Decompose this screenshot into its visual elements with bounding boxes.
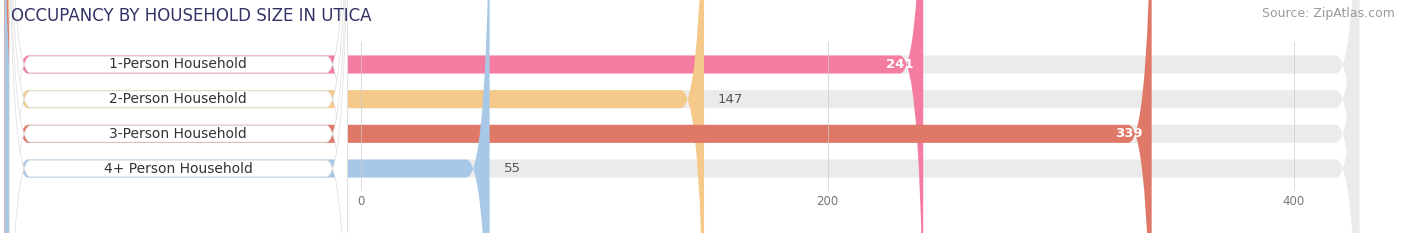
Text: OCCUPANCY BY HOUSEHOLD SIZE IN UTICA: OCCUPANCY BY HOUSEHOLD SIZE IN UTICA [11,7,371,25]
FancyBboxPatch shape [4,0,924,233]
Text: 4+ Person Household: 4+ Person Household [104,161,253,175]
FancyBboxPatch shape [10,0,347,233]
FancyBboxPatch shape [4,0,1360,233]
FancyBboxPatch shape [4,0,704,233]
FancyBboxPatch shape [4,0,1360,233]
FancyBboxPatch shape [4,0,489,233]
Text: 241: 241 [886,58,914,71]
Text: 2-Person Household: 2-Person Household [110,92,247,106]
Text: 1-Person Household: 1-Person Household [110,58,247,72]
FancyBboxPatch shape [10,0,347,233]
FancyBboxPatch shape [4,0,1360,233]
FancyBboxPatch shape [10,0,347,233]
FancyBboxPatch shape [4,0,1152,233]
FancyBboxPatch shape [10,0,347,233]
Text: Source: ZipAtlas.com: Source: ZipAtlas.com [1261,7,1395,20]
FancyBboxPatch shape [4,0,1360,233]
Text: 147: 147 [718,93,744,106]
Text: 3-Person Household: 3-Person Household [110,127,247,141]
Text: 339: 339 [1115,127,1142,140]
Text: 55: 55 [503,162,520,175]
